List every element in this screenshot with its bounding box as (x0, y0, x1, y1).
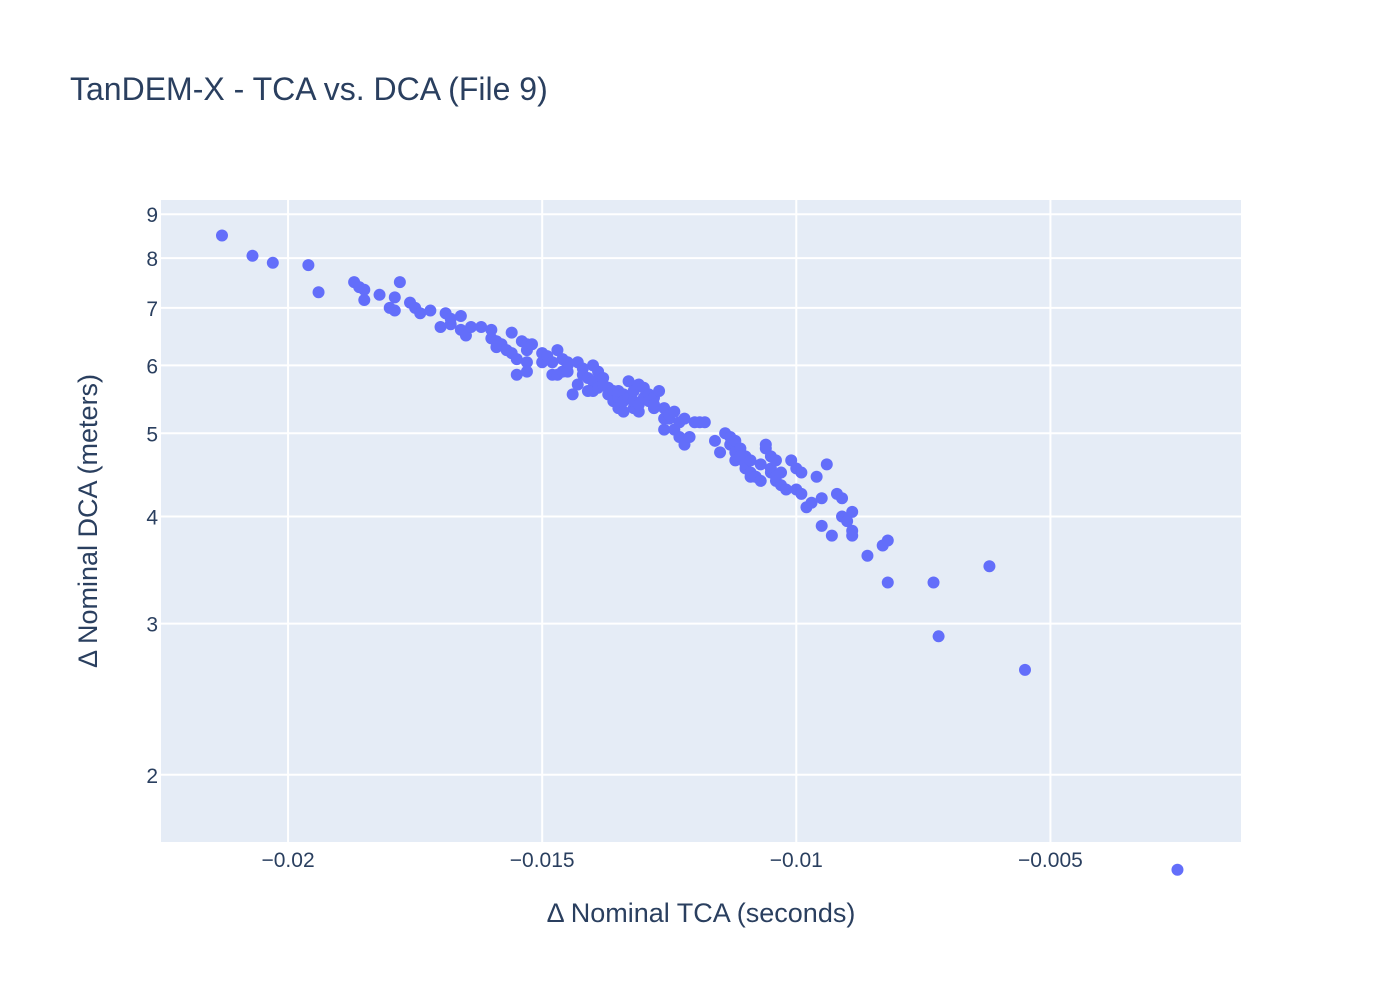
data-point[interactable] (846, 505, 859, 518)
data-point[interactable] (246, 249, 259, 262)
data-point[interactable] (744, 454, 757, 467)
x-tick-label: −0.02 (261, 849, 314, 872)
chart-title: TanDEM-X - TCA vs. DCA (File 9) (70, 71, 548, 107)
data-point[interactable] (881, 534, 894, 547)
data-point[interactable] (647, 398, 660, 411)
data-point[interactable] (520, 365, 533, 378)
data-point[interactable] (810, 470, 823, 483)
data-point[interactable] (678, 412, 691, 425)
data-point[interactable] (658, 423, 671, 436)
data-point[interactable] (820, 458, 833, 471)
data-point[interactable] (505, 326, 518, 339)
data-point[interactable] (561, 356, 574, 369)
data-point[interactable] (805, 496, 818, 509)
data-point[interactable] (571, 378, 584, 391)
data-point[interactable] (312, 286, 325, 299)
gridlines (161, 200, 1241, 842)
y-axis-ticks: 2 3 4 5 6 7 8 9 (146, 204, 158, 788)
data-point[interactable] (266, 256, 279, 269)
x-tick-label: −0.01 (770, 849, 823, 872)
data-point[interactable] (388, 304, 401, 317)
data-point[interactable] (215, 229, 228, 242)
y-tick-label: 5 (146, 423, 158, 446)
data-point[interactable] (668, 405, 681, 418)
data-point[interactable] (983, 560, 996, 573)
data-point[interactable] (475, 321, 488, 334)
y-tick-label: 9 (146, 204, 158, 227)
data-point[interactable] (526, 338, 539, 351)
data-point[interactable] (622, 375, 635, 388)
x-tick-label: −0.005 (1018, 849, 1083, 872)
data-point[interactable] (815, 519, 828, 532)
y-tick-label: 6 (146, 355, 158, 378)
data-point[interactable] (566, 388, 579, 401)
y-tick-label: 8 (146, 248, 158, 271)
data-point[interactable] (302, 259, 315, 272)
data-point[interactable] (358, 283, 371, 296)
data-point[interactable] (754, 474, 767, 487)
data-point[interactable] (617, 405, 630, 418)
data-point[interactable] (927, 576, 940, 589)
data-point[interactable] (414, 307, 427, 320)
data-point[interactable] (881, 576, 894, 589)
data-point[interactable] (795, 466, 808, 479)
plot-area (161, 200, 1241, 842)
x-tick-label: −0.015 (510, 849, 575, 872)
data-point[interactable] (561, 365, 574, 378)
data-point[interactable] (454, 309, 467, 322)
data-point[interactable] (861, 549, 874, 562)
data-point[interactable] (465, 321, 478, 334)
data-point[interactable] (932, 630, 945, 643)
data-point[interactable] (698, 416, 711, 429)
data-point[interactable] (393, 276, 406, 289)
data-point[interactable] (754, 458, 767, 471)
data-point[interactable] (653, 385, 666, 398)
y-tick-label: 2 (146, 765, 158, 788)
data-point[interactable] (373, 288, 386, 301)
data-point[interactable] (510, 353, 523, 366)
data-point[interactable] (434, 321, 447, 334)
data-point[interactable] (780, 483, 793, 496)
data-point[interactable] (846, 529, 859, 542)
data-point[interactable] (546, 356, 559, 369)
data-point[interactable] (708, 434, 721, 447)
data-point[interactable] (825, 529, 838, 542)
data-point[interactable] (683, 431, 696, 444)
data-point[interactable] (520, 356, 533, 369)
data-point[interactable] (388, 291, 401, 304)
data-point[interactable] (551, 344, 564, 357)
y-axis-title: Δ Nominal DCA (meters) (73, 374, 103, 668)
data-point[interactable] (1019, 663, 1031, 676)
data-point[interactable] (815, 492, 828, 505)
data-point[interactable] (775, 466, 788, 479)
data-points (215, 229, 1184, 876)
data-point[interactable] (795, 487, 808, 500)
data-point[interactable] (836, 492, 849, 505)
data-point[interactable] (841, 515, 854, 528)
y-tick-label: 3 (146, 614, 158, 637)
data-point[interactable] (510, 368, 523, 381)
data-point[interactable] (485, 323, 498, 336)
data-point[interactable] (444, 312, 457, 325)
data-point[interactable] (714, 446, 727, 459)
y-tick-label: 4 (146, 506, 158, 529)
data-point[interactable] (358, 293, 371, 306)
data-point[interactable] (769, 454, 782, 467)
data-point[interactable] (1171, 863, 1184, 876)
y-tick-label: 7 (146, 298, 158, 321)
data-point[interactable] (424, 304, 437, 317)
x-axis-title: Δ Nominal TCA (seconds) (547, 898, 856, 928)
x-axis-ticks: −0.02 −0.015 −0.01 −0.005 (261, 849, 1082, 872)
